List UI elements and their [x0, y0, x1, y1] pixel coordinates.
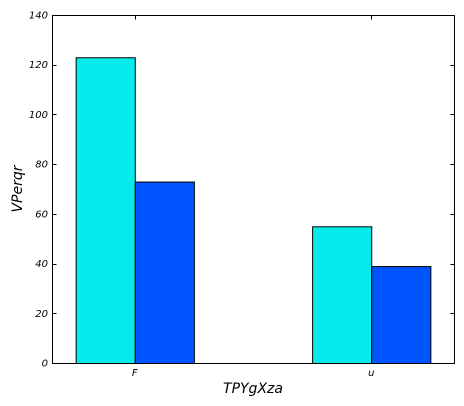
y-tick-label-80: 80: [35, 160, 48, 171]
y-tick-label-40: 40: [35, 259, 48, 270]
x-tick-label-F: F: [132, 368, 138, 379]
bar-series-2-F: [134, 181, 195, 364]
x-tick-label-u: u: [368, 368, 374, 379]
bar-series-1-F: [75, 57, 136, 364]
plot-frame: [52, 15, 455, 364]
y-tick-label-100: 100: [29, 110, 48, 121]
y-axis-title: VPerqr: [10, 164, 26, 212]
tick-labels-layer: 0 20 40 60 80 100 120 140 F u: [29, 11, 375, 380]
x-axis-title: TPYgXza: [223, 381, 283, 397]
bar-series-2-u: [371, 266, 432, 364]
bar-series-1-u: [312, 226, 373, 364]
y-tick-label-0: 0: [42, 359, 48, 370]
ticks-layer: [52, 15, 455, 364]
y-tick-label-20: 20: [35, 309, 48, 320]
y-tick-label-60: 60: [35, 209, 48, 220]
y-tick-label-140: 140: [29, 11, 48, 22]
y-tick-label-120: 120: [29, 60, 48, 71]
bars-layer: [75, 57, 432, 364]
